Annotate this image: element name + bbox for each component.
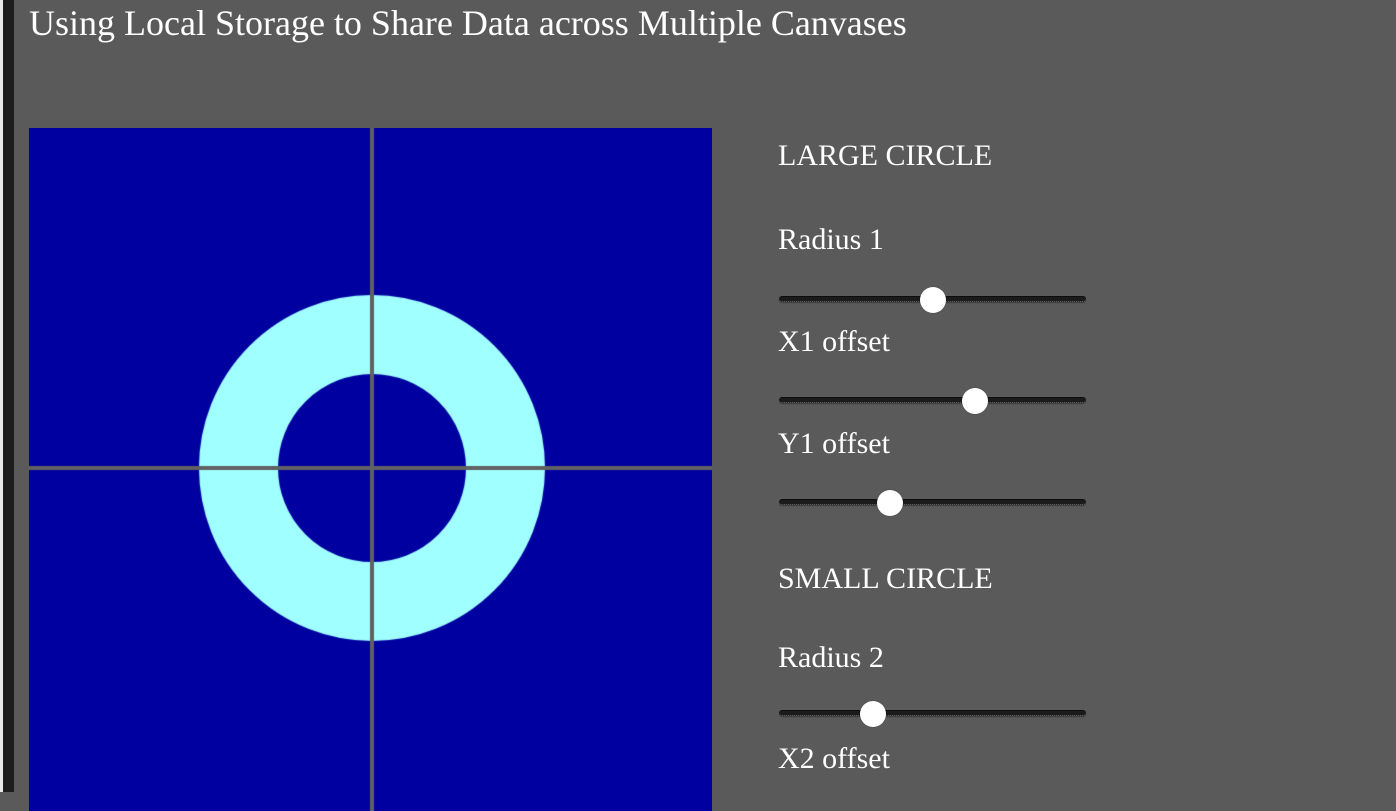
x1-offset-slider[interactable] <box>779 387 1086 413</box>
radius-1-slider[interactable] <box>779 286 1086 312</box>
y1-offset-slider[interactable] <box>779 489 1086 515</box>
small-circle-heading: SMALL CIRCLE <box>778 562 993 595</box>
y1-offset-label: Y1 offset <box>778 427 890 460</box>
radius-1-label: Radius 1 <box>778 223 884 256</box>
circles-canvas <box>29 128 712 811</box>
window-edge-highlight <box>0 0 3 792</box>
radius-2-label: Radius 2 <box>778 641 884 674</box>
large-circle-heading: LARGE CIRCLE <box>778 139 993 172</box>
x2-offset-label: X2 offset <box>778 742 890 775</box>
page-title: Using Local Storage to Share Data across… <box>29 3 907 43</box>
x1-offset-label: X1 offset <box>778 325 890 358</box>
window-edge-border <box>3 0 14 792</box>
radius-2-slider[interactable] <box>779 700 1086 726</box>
